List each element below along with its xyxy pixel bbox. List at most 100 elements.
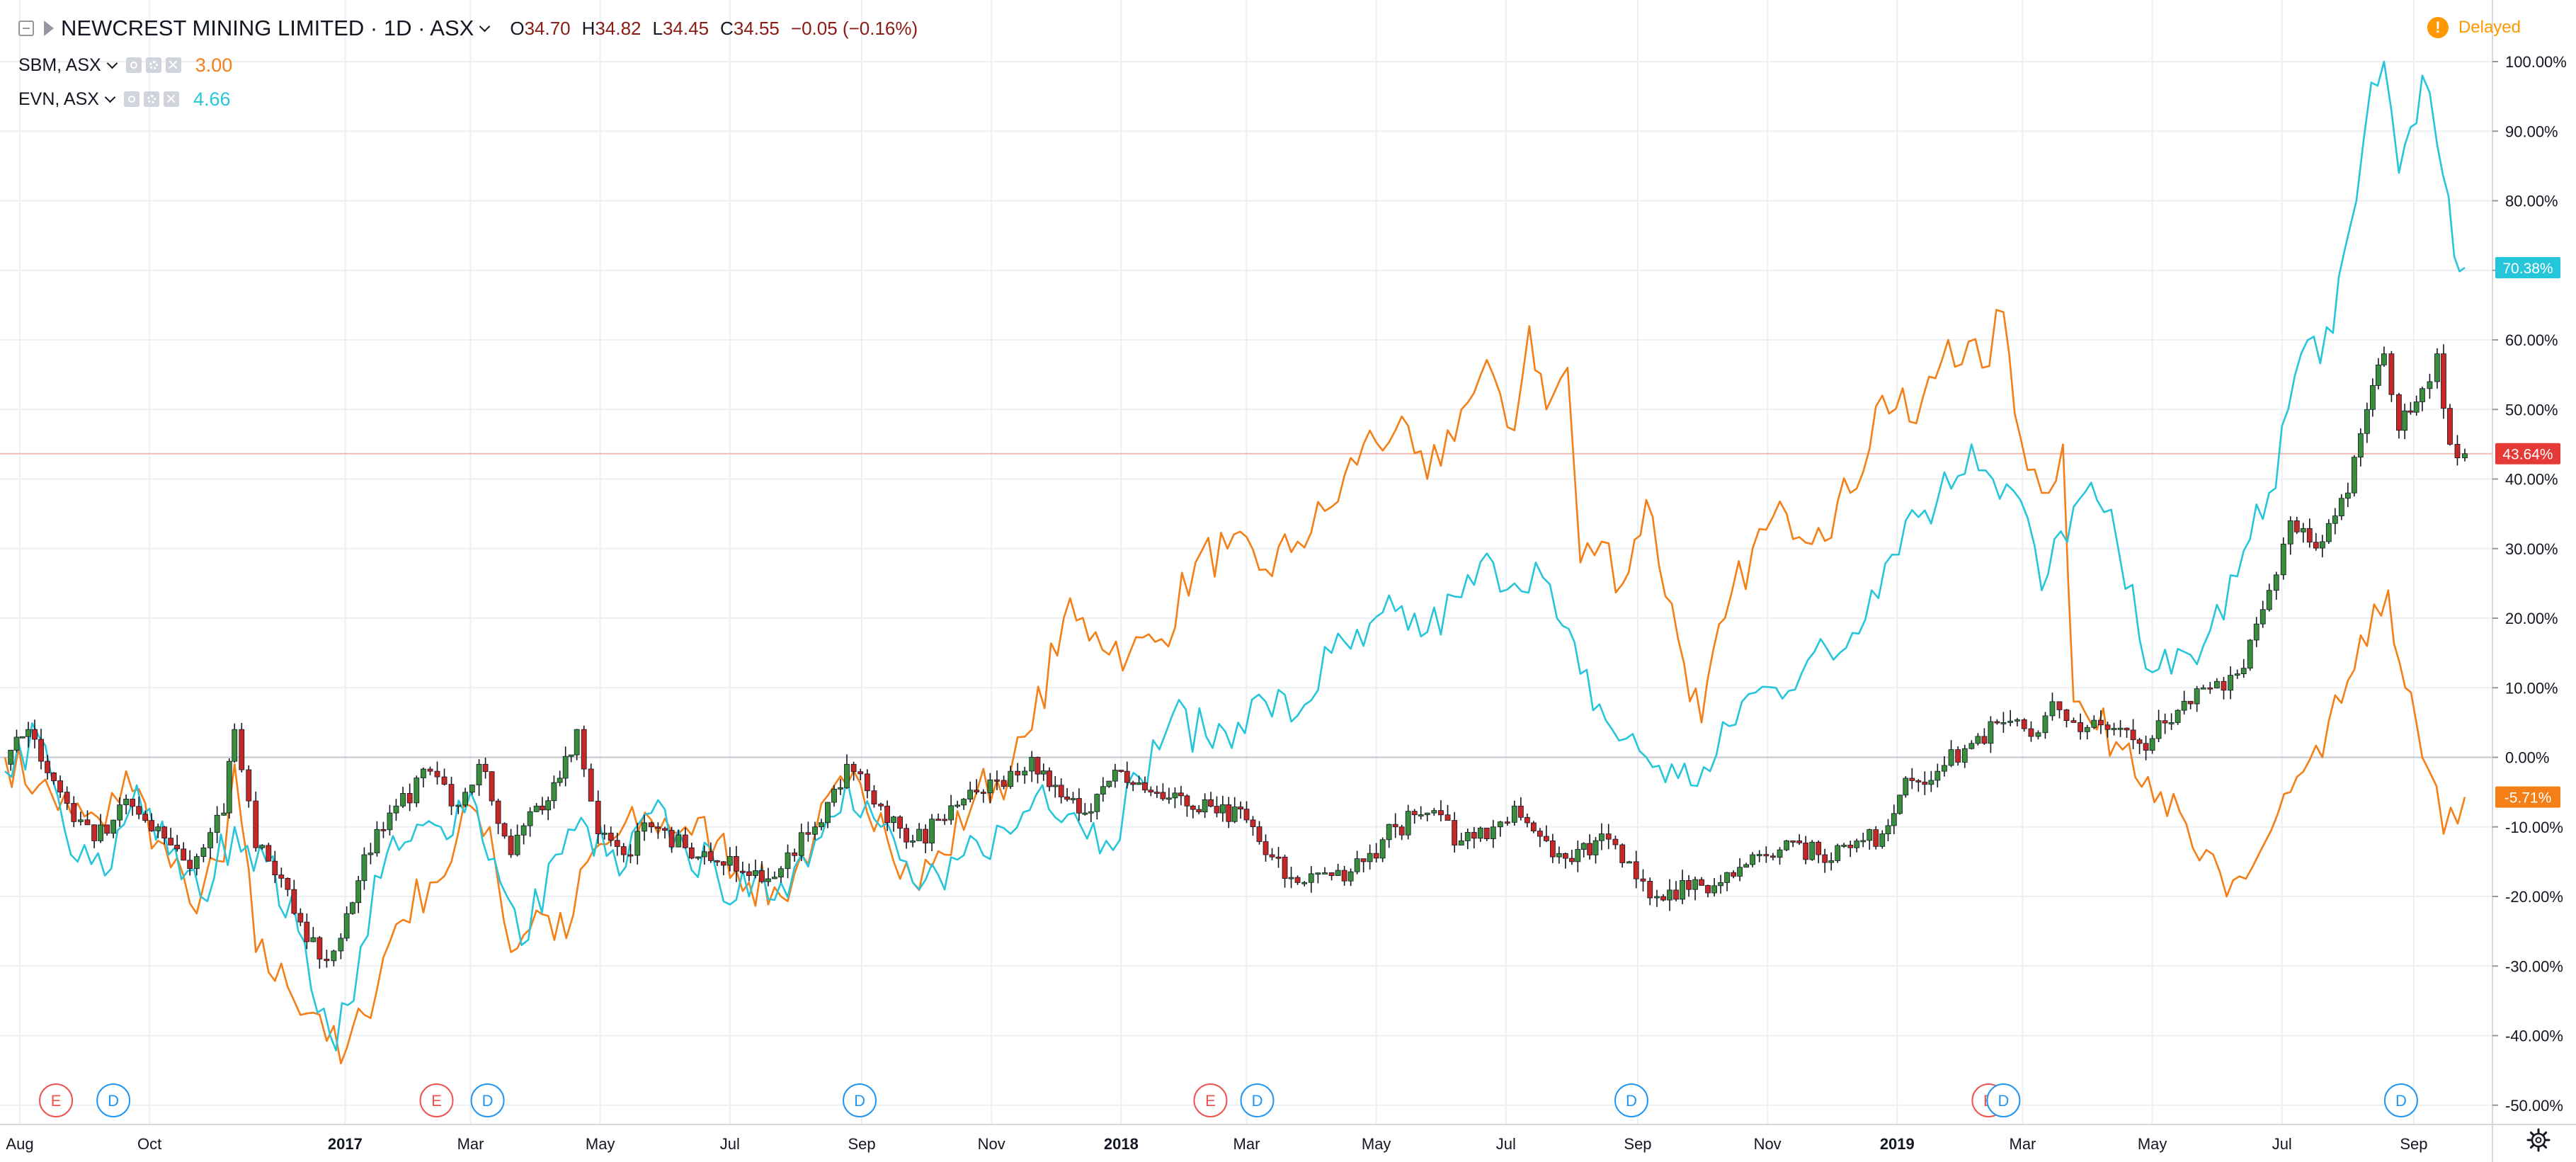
candle-down (1360, 858, 1367, 862)
close-icon[interactable] (163, 88, 179, 110)
candle-up (1975, 736, 1981, 744)
candle-up (1879, 833, 1886, 847)
candle-down (1816, 841, 1822, 855)
candle-up (2381, 353, 2387, 365)
candle-down (1705, 884, 1711, 894)
candle-up (557, 777, 563, 783)
candle-up (574, 729, 580, 756)
candle-up (123, 799, 130, 806)
chevron-down-icon[interactable] (106, 57, 118, 69)
candle-down (84, 819, 91, 826)
candle-up (2266, 590, 2272, 610)
candle-down (2447, 408, 2453, 445)
candle-down (1238, 807, 1243, 810)
candle-up (1626, 861, 1632, 864)
candle-up (2434, 353, 2440, 382)
y-tick-label: 50.00% (2505, 401, 2558, 418)
settings-gear-icon[interactable] (2526, 1128, 2551, 1152)
y-tick-label: 90.00% (2505, 123, 2558, 140)
candle-up (367, 853, 374, 855)
compare-symbol-sbm[interactable]: SBM, ASX (18, 55, 101, 75)
candle-up (1777, 849, 1783, 858)
candle-up (2194, 688, 2200, 705)
candle-down (285, 877, 291, 890)
event-marker-d (470, 1083, 505, 1117)
compare-legend-evn: EVN, ASX 4.66 (18, 85, 231, 113)
candle-up (1379, 839, 1386, 859)
flag-icon[interactable] (44, 21, 54, 36)
eye-icon[interactable] (123, 91, 139, 107)
candle-up (1040, 770, 1047, 775)
candle-up (1431, 810, 1437, 814)
eye-icon[interactable] (125, 57, 142, 73)
candle-down (434, 770, 440, 777)
candle-down (1142, 782, 1148, 791)
candle-up (2035, 732, 2041, 737)
candle-up (2168, 722, 2175, 724)
candle-down (1915, 780, 1922, 782)
candle-down (2098, 719, 2104, 726)
gear-icon[interactable] (143, 91, 159, 107)
last-value-label-ncm: 43.64% (2502, 447, 2553, 463)
candle-down (935, 819, 942, 821)
candle-down (2124, 727, 2130, 731)
candle-up (987, 779, 993, 794)
candle-down (441, 776, 448, 785)
candle-down (792, 852, 798, 856)
candle-up (1070, 798, 1076, 800)
candle-up (2462, 453, 2468, 459)
y-tick-label: -10.00% (2505, 819, 2563, 836)
candle-up (1464, 832, 1471, 841)
candle-up (1654, 896, 1660, 899)
candle-down (714, 860, 720, 862)
chevron-down-icon[interactable] (479, 21, 491, 32)
symbol-title[interactable]: NEWCREST MINING LIMITED · 1D · ASX (61, 16, 474, 40)
candle-up (785, 852, 791, 870)
candle-down (668, 830, 675, 848)
candle-up (2228, 675, 2234, 691)
candle-down (1058, 785, 1064, 797)
chevron-down-icon[interactable] (104, 91, 116, 103)
candle-up (1575, 849, 1581, 862)
candle-up (455, 804, 462, 807)
collapse-icon[interactable] (18, 21, 34, 36)
candle-down (1803, 842, 1809, 860)
candle-down (501, 823, 508, 837)
candle-up (2200, 687, 2206, 690)
compare-value-evn: 4.66 (193, 88, 231, 110)
candle-up (469, 785, 475, 793)
candle-down (1543, 836, 1549, 841)
candle-up (1592, 840, 1599, 855)
candle-up (1667, 889, 1672, 901)
candle-up (533, 805, 540, 812)
candle-down (1064, 797, 1070, 800)
candle-up (601, 833, 608, 835)
candle-down (187, 860, 193, 870)
candle-down (1605, 833, 1612, 840)
candle-up (25, 729, 31, 737)
candle-up (838, 787, 843, 790)
candle-down (2407, 410, 2414, 413)
candle-down (1184, 795, 1190, 807)
candle-down (720, 861, 726, 866)
candle-down (746, 871, 752, 876)
candle-up (520, 825, 527, 836)
candle-down (655, 826, 661, 829)
candle-down (2313, 542, 2319, 549)
x-tick-label: Aug (6, 1135, 33, 1153)
gear-icon[interactable] (145, 57, 161, 73)
candle-down (1633, 861, 1639, 879)
x-tick-label: Sep (2400, 1135, 2427, 1153)
delayed-badge[interactable]: ! Delayed (2427, 14, 2521, 41)
candle-up (361, 854, 367, 882)
candle-up (2042, 715, 2048, 734)
candle-down (904, 828, 909, 843)
close-icon[interactable] (165, 54, 181, 76)
candle-up (916, 828, 922, 841)
candle-down (1243, 809, 1250, 821)
candle-up (551, 782, 557, 802)
compare-symbol-evn[interactable]: EVN, ASX (18, 89, 99, 109)
candle-up (2259, 609, 2266, 625)
candle-down (149, 820, 155, 831)
